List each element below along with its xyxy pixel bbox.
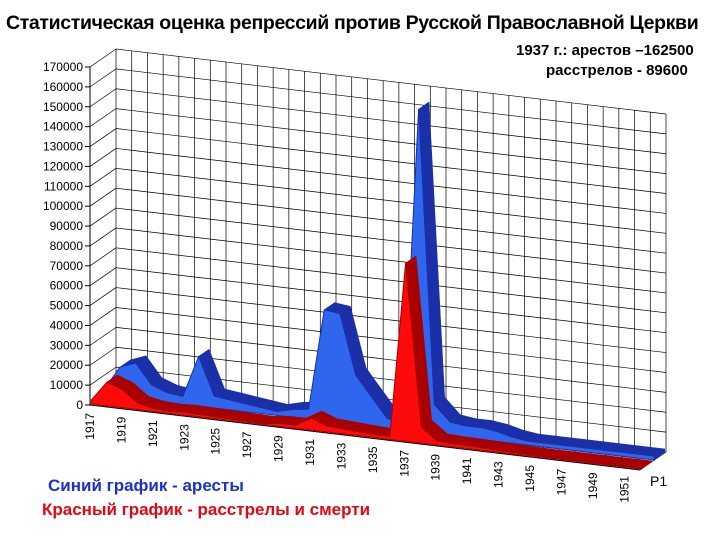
gridline-back-6 [115,267,667,334]
gridline-back-13 [115,128,667,194]
x-tick-label-9: 1935 [366,446,380,473]
chart-series [90,101,666,470]
x-tick-label-10: 1937 [397,450,411,477]
chart-title: Статистическая оценка репрессий против Р… [6,12,699,34]
y-tick-label-12: 120000 [43,159,83,173]
gridline-side-17 [89,48,117,68]
y-axis-ticks: 0 10000 20000 30000 40000 50000 60000 70000 8000… [43,60,90,412]
y-tick-label-5: 50000 [50,299,84,313]
gridline-side-10 [89,187,117,207]
gridline-back-8 [115,227,667,294]
y-tick-label-13: 130000 [43,140,83,154]
gridline-side-2 [89,346,117,366]
gridline-back-4 [115,307,667,373]
arrests-front-face [103,109,655,461]
gridline-side-1 [89,366,117,386]
gridline-side-7 [89,247,117,267]
executions-end-cap [641,460,652,470]
gridline-side-12 [89,148,117,167]
annotation-arrests: 1937 г.: арестов –162500 [516,42,694,59]
y-tick-label-4: 40000 [50,318,84,332]
x-tick-label-13: 1943 [492,461,506,488]
legend-arrests: Синий график - аресты [48,476,244,495]
gridline-side-3 [89,327,117,346]
x-tick-label-1: 1919 [114,416,128,443]
gridline-side-16 [89,68,117,88]
y-tick-label-10: 100000 [43,199,83,213]
x-tick-label-6: 1929 [272,435,286,462]
gridline-side-13 [89,128,117,147]
y-tick-label-3: 30000 [50,338,84,352]
gridline-back-7 [115,247,667,314]
y-tick-label-15: 150000 [43,100,83,114]
gridline-back-5 [115,287,667,353]
gridline-side-14 [89,108,117,127]
x-tick-label-12: 1941 [460,457,474,484]
x-tick-label-14: 1945 [523,465,537,492]
gridline-back-16 [115,68,667,135]
y-tick-label-16: 160000 [43,80,83,94]
series-axis-label: Р1 [650,473,667,489]
gridline-side-8 [89,227,117,247]
gridline-back-15 [115,88,667,155]
y-tick-label-2: 20000 [50,358,84,372]
gridline-back-10 [115,187,667,254]
y-tick-label-14: 140000 [43,120,83,134]
x-tick-label-15: 1947 [554,468,568,495]
executions-front-face [90,263,642,470]
y-tick-label-6: 60000 [50,279,84,293]
gridline-back-9 [115,207,667,274]
y-tick-label-7: 70000 [50,259,84,273]
gridline-side-15 [89,88,117,108]
gridline-side-6 [89,267,117,286]
arrests-end-cap [654,448,665,461]
x-tick-label-11: 1939 [429,454,443,481]
x-tick-label-17: 1951 [617,476,631,503]
y-tick-label-8: 80000 [50,239,84,253]
x-tick-label-16: 1949 [586,472,600,499]
x-tick-label-8: 1933 [334,442,348,469]
legend-executions: Красный график - расстрелы и смерти [42,500,371,519]
y-tick-label-9: 90000 [50,219,84,233]
gridline-side-4 [89,307,117,326]
x-tick-label-3: 1923 [177,424,191,451]
x-tick-label-5: 1927 [240,431,254,458]
gridline-side-11 [89,168,117,187]
annotation-executions: расстрелов - 89600 [546,62,688,79]
x-axis-line [89,404,641,471]
gridline-back-3 [115,327,667,393]
x-tick-label-7: 1931 [303,439,317,466]
gridline-back-11 [115,167,667,234]
gridline-back-17 [115,48,667,115]
gridline-back-14 [115,108,667,174]
x-tick-label-4: 1925 [209,428,223,455]
y-tick-label-0: 0 [76,398,83,412]
y-tick-label-17: 170000 [43,60,83,74]
y-tick-label-11: 110000 [44,179,83,193]
y-tick-label-1: 10000 [50,378,84,392]
x-axis-ticks: 1917 1919 1921 1923 1925 1927 1929 1931 1933 1935… [83,413,631,503]
x-tick-label-2: 1921 [146,420,160,447]
gridline-side-5 [89,287,117,306]
gridline-side-9 [89,207,117,227]
gridline-back-12 [115,148,667,214]
x-tick-label-0: 1917 [83,413,97,440]
